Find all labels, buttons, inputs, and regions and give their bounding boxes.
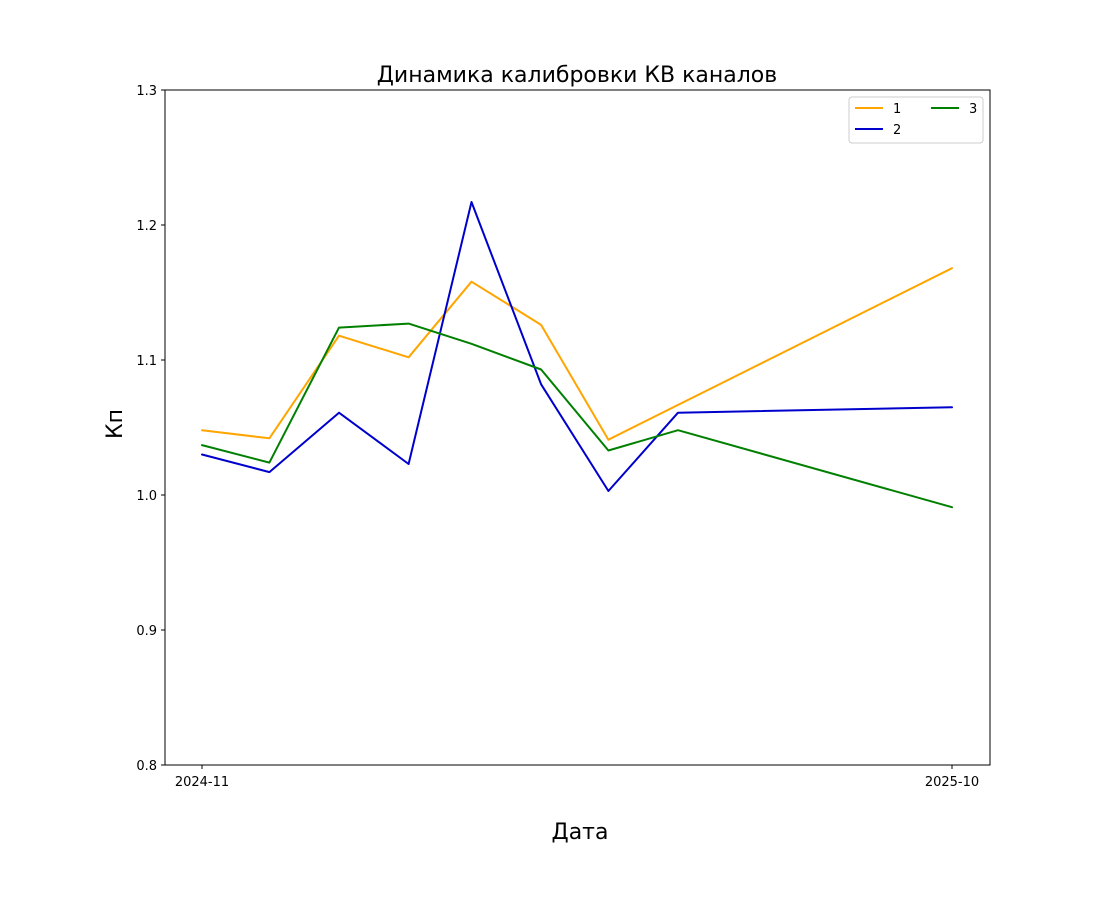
y-tick-label: 1.2	[136, 219, 157, 234]
y-axis: 0.8 0.9 1.0 1.1 1.2 1.3	[136, 84, 165, 774]
series-lines	[201, 201, 953, 509]
series-line-2	[201, 201, 953, 492]
y-axis-label: Кп	[103, 409, 128, 439]
legend-label-2: 2	[893, 123, 901, 138]
plot-area	[164, 89, 991, 766]
series-line-1	[201, 267, 953, 441]
y-tick-label: 1.0	[136, 489, 157, 504]
y-tick-label: 1.1	[136, 354, 157, 369]
legend: 1 2 3	[848, 96, 984, 144]
y-tick-label: 0.8	[136, 759, 157, 774]
series-line-3	[201, 322, 953, 509]
legend-box	[848, 96, 984, 144]
y-tick-label: 0.9	[136, 624, 157, 639]
x-tick-label: 2025-10	[925, 775, 979, 790]
legend-label-3: 3	[969, 102, 977, 117]
y-tick-label: 1.3	[136, 84, 157, 99]
chart-title: Динамика калибровки КВ каналов	[377, 63, 778, 88]
legend-label-1: 1	[893, 102, 901, 117]
x-axis-label: Дата	[552, 820, 609, 845]
x-axis: 2024-11 2025-10	[175, 765, 979, 790]
x-tick-label: 2024-11	[175, 775, 229, 790]
